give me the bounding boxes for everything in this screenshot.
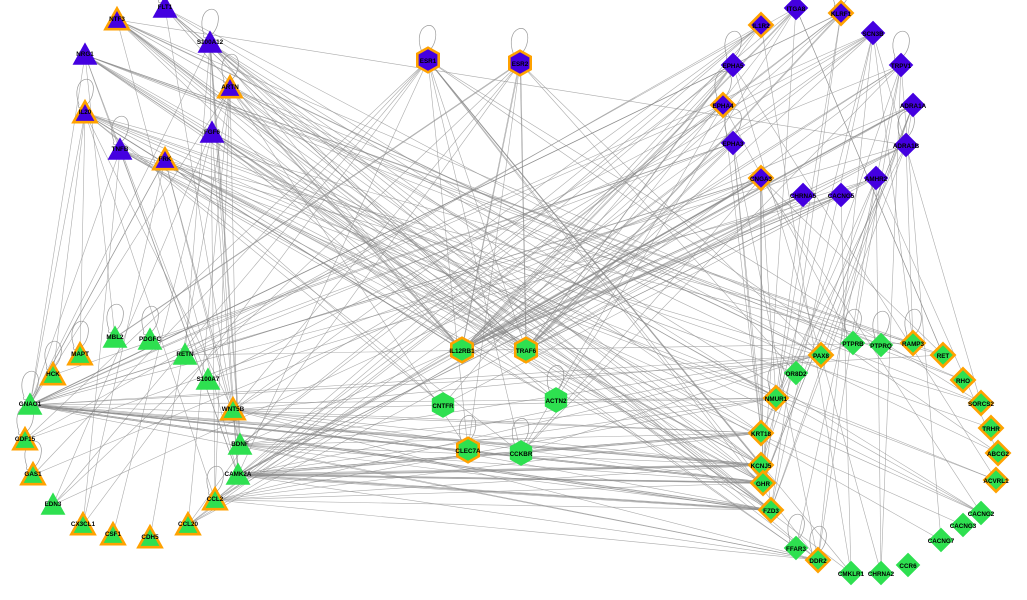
svg-text:TNFB: TNFB (112, 146, 129, 153)
svg-text:FLT1: FLT1 (158, 4, 173, 11)
svg-text:IL12RB1: IL12RB1 (449, 348, 475, 355)
svg-text:RETN: RETN (176, 351, 194, 358)
svg-text:EPHA5: EPHA5 (723, 63, 744, 70)
svg-text:ADRA1A: ADRA1A (900, 103, 927, 110)
svg-text:PDGFC: PDGFC (139, 336, 161, 343)
svg-text:SORCS2: SORCS2 (968, 401, 994, 408)
svg-text:NTF3: NTF3 (109, 16, 125, 23)
svg-text:GHR: GHR (756, 481, 770, 488)
svg-text:CLEC7A: CLEC7A (455, 448, 481, 455)
svg-text:ESR1: ESR1 (420, 58, 437, 65)
svg-text:CACNG5: CACNG5 (828, 193, 855, 200)
svg-text:SCN3B: SCN3B (862, 31, 884, 38)
svg-text:S100A12: S100A12 (197, 39, 224, 46)
svg-text:IL20: IL20 (79, 109, 92, 116)
svg-text:TRHR: TRHR (982, 426, 1000, 433)
svg-text:GAS1: GAS1 (24, 471, 42, 478)
svg-text:DDR2: DDR2 (809, 558, 827, 565)
svg-text:NRG1: NRG1 (76, 51, 94, 58)
svg-text:ARTN: ARTN (221, 84, 239, 91)
svg-text:CNGA3: CNGA3 (750, 176, 773, 183)
svg-text:RAMP3: RAMP3 (902, 341, 925, 348)
svg-text:CNTFR: CNTFR (432, 403, 454, 410)
svg-text:FFAR3: FFAR3 (786, 546, 806, 553)
svg-text:WNT5B: WNT5B (222, 406, 245, 413)
svg-text:MAPT: MAPT (71, 351, 89, 358)
svg-text:IL1R2: IL1R2 (752, 23, 770, 30)
svg-text:ADRA1B: ADRA1B (893, 143, 920, 150)
svg-text:CHRNA5: CHRNA5 (790, 193, 817, 200)
svg-text:BDNF: BDNF (231, 441, 249, 448)
svg-text:PAX8: PAX8 (813, 353, 829, 360)
svg-text:CSF1: CSF1 (105, 531, 122, 538)
svg-text:CMKLR1: CMKLR1 (838, 571, 865, 578)
svg-text:KCNJ5: KCNJ5 (751, 463, 772, 470)
svg-text:FRK: FRK (159, 156, 172, 163)
svg-text:GNAO1: GNAO1 (19, 401, 42, 408)
svg-text:KLRF1: KLRF1 (831, 11, 852, 18)
svg-text:PTPRQ: PTPRQ (870, 343, 892, 350)
svg-text:ABCG2: ABCG2 (987, 451, 1010, 458)
svg-text:KRT18: KRT18 (751, 431, 771, 438)
svg-text:RHO: RHO (956, 378, 970, 385)
svg-text:EPHA4: EPHA4 (713, 103, 734, 110)
svg-text:ACVRL1: ACVRL1 (983, 478, 1009, 485)
svg-text:ITGA8: ITGA8 (787, 6, 806, 13)
svg-text:CACNG3: CACNG3 (950, 523, 977, 530)
svg-text:AMHR2: AMHR2 (865, 176, 888, 183)
svg-text:CCR6: CCR6 (899, 563, 917, 570)
svg-text:EPHA3: EPHA3 (723, 141, 744, 148)
svg-text:NMUR1: NMUR1 (765, 396, 788, 403)
svg-text:CCL20: CCL20 (178, 521, 198, 528)
svg-text:CAMK2A: CAMK2A (225, 471, 252, 478)
svg-text:CHRNA2: CHRNA2 (868, 571, 895, 578)
svg-text:CX3CL1: CX3CL1 (71, 521, 96, 528)
svg-text:RET: RET (937, 353, 950, 360)
svg-text:HCK: HCK (46, 371, 60, 378)
svg-text:TRPV1: TRPV1 (891, 63, 912, 70)
svg-text:ACTN2: ACTN2 (546, 398, 567, 405)
svg-text:MBL2: MBL2 (106, 334, 124, 341)
svg-text:FGF6: FGF6 (204, 129, 221, 136)
svg-text:CDH5: CDH5 (141, 534, 159, 541)
svg-text:PTPRB: PTPRB (842, 341, 864, 348)
svg-text:CCL2: CCL2 (207, 496, 224, 503)
svg-text:EDN3: EDN3 (45, 501, 62, 508)
svg-text:GDF15: GDF15 (15, 436, 36, 443)
svg-text:S100A7: S100A7 (197, 376, 220, 383)
svg-text:TRAF6: TRAF6 (516, 348, 537, 355)
svg-text:OR8D2: OR8D2 (786, 371, 807, 378)
svg-text:CACNG2: CACNG2 (968, 511, 995, 518)
svg-text:CCKBR: CCKBR (510, 451, 533, 458)
svg-text:ESR2: ESR2 (512, 61, 529, 68)
svg-text:CACNG7: CACNG7 (928, 538, 955, 545)
svg-text:FZD3: FZD3 (763, 508, 779, 515)
